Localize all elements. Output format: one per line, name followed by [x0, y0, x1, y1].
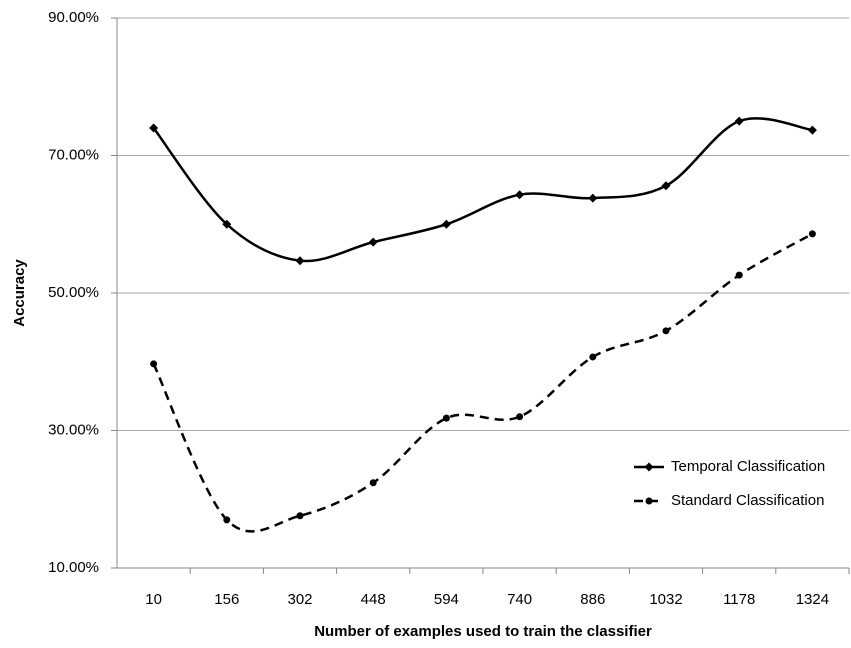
x-tick-label: 1032 — [649, 591, 682, 608]
legend-label: Standard Classification — [671, 492, 824, 509]
data-point — [441, 219, 451, 229]
x-tick-label: 448 — [361, 591, 386, 608]
x-tick-label: 1178 — [723, 591, 755, 608]
data-point — [223, 516, 231, 524]
x-tick-label: 740 — [507, 591, 532, 608]
x-tick-label: 1324 — [796, 591, 829, 608]
data-point — [589, 353, 597, 361]
y-tick-label: 70.00% — [48, 146, 99, 163]
data-point — [295, 256, 305, 266]
x-axis-title: Number of examples used to train the cla… — [314, 623, 652, 640]
legend-marker — [645, 497, 653, 505]
series-line — [152, 117, 813, 263]
data-point — [662, 327, 670, 335]
data-point — [734, 116, 744, 126]
y-axis-title: Accuracy — [11, 259, 28, 327]
x-tick-label: 156 — [214, 591, 239, 608]
data-point — [368, 237, 378, 247]
data-point — [808, 230, 816, 238]
y-tick-label: 30.00% — [48, 421, 99, 438]
data-point — [807, 125, 817, 135]
x-tick-label: 10 — [145, 591, 162, 608]
data-point — [588, 193, 598, 203]
x-tick-label: 594 — [434, 591, 459, 608]
series-line — [152, 232, 814, 533]
data-point — [661, 181, 671, 191]
data-point — [150, 360, 158, 368]
data-point — [222, 219, 232, 229]
data-point — [515, 190, 525, 200]
data-point — [442, 414, 450, 422]
x-tick-label: 302 — [287, 591, 312, 608]
legend-marker — [644, 462, 654, 472]
data-point — [735, 271, 743, 279]
y-tick-label: 90.00% — [48, 9, 99, 26]
y-tick-label: 10.00% — [48, 559, 99, 576]
x-tick-label: 886 — [580, 591, 605, 608]
legend-label: Temporal Classification — [671, 458, 825, 475]
y-tick-label: 50.00% — [48, 284, 99, 301]
data-point — [149, 123, 159, 133]
data-point — [516, 413, 524, 421]
data-point — [296, 512, 304, 520]
data-point — [369, 479, 377, 487]
